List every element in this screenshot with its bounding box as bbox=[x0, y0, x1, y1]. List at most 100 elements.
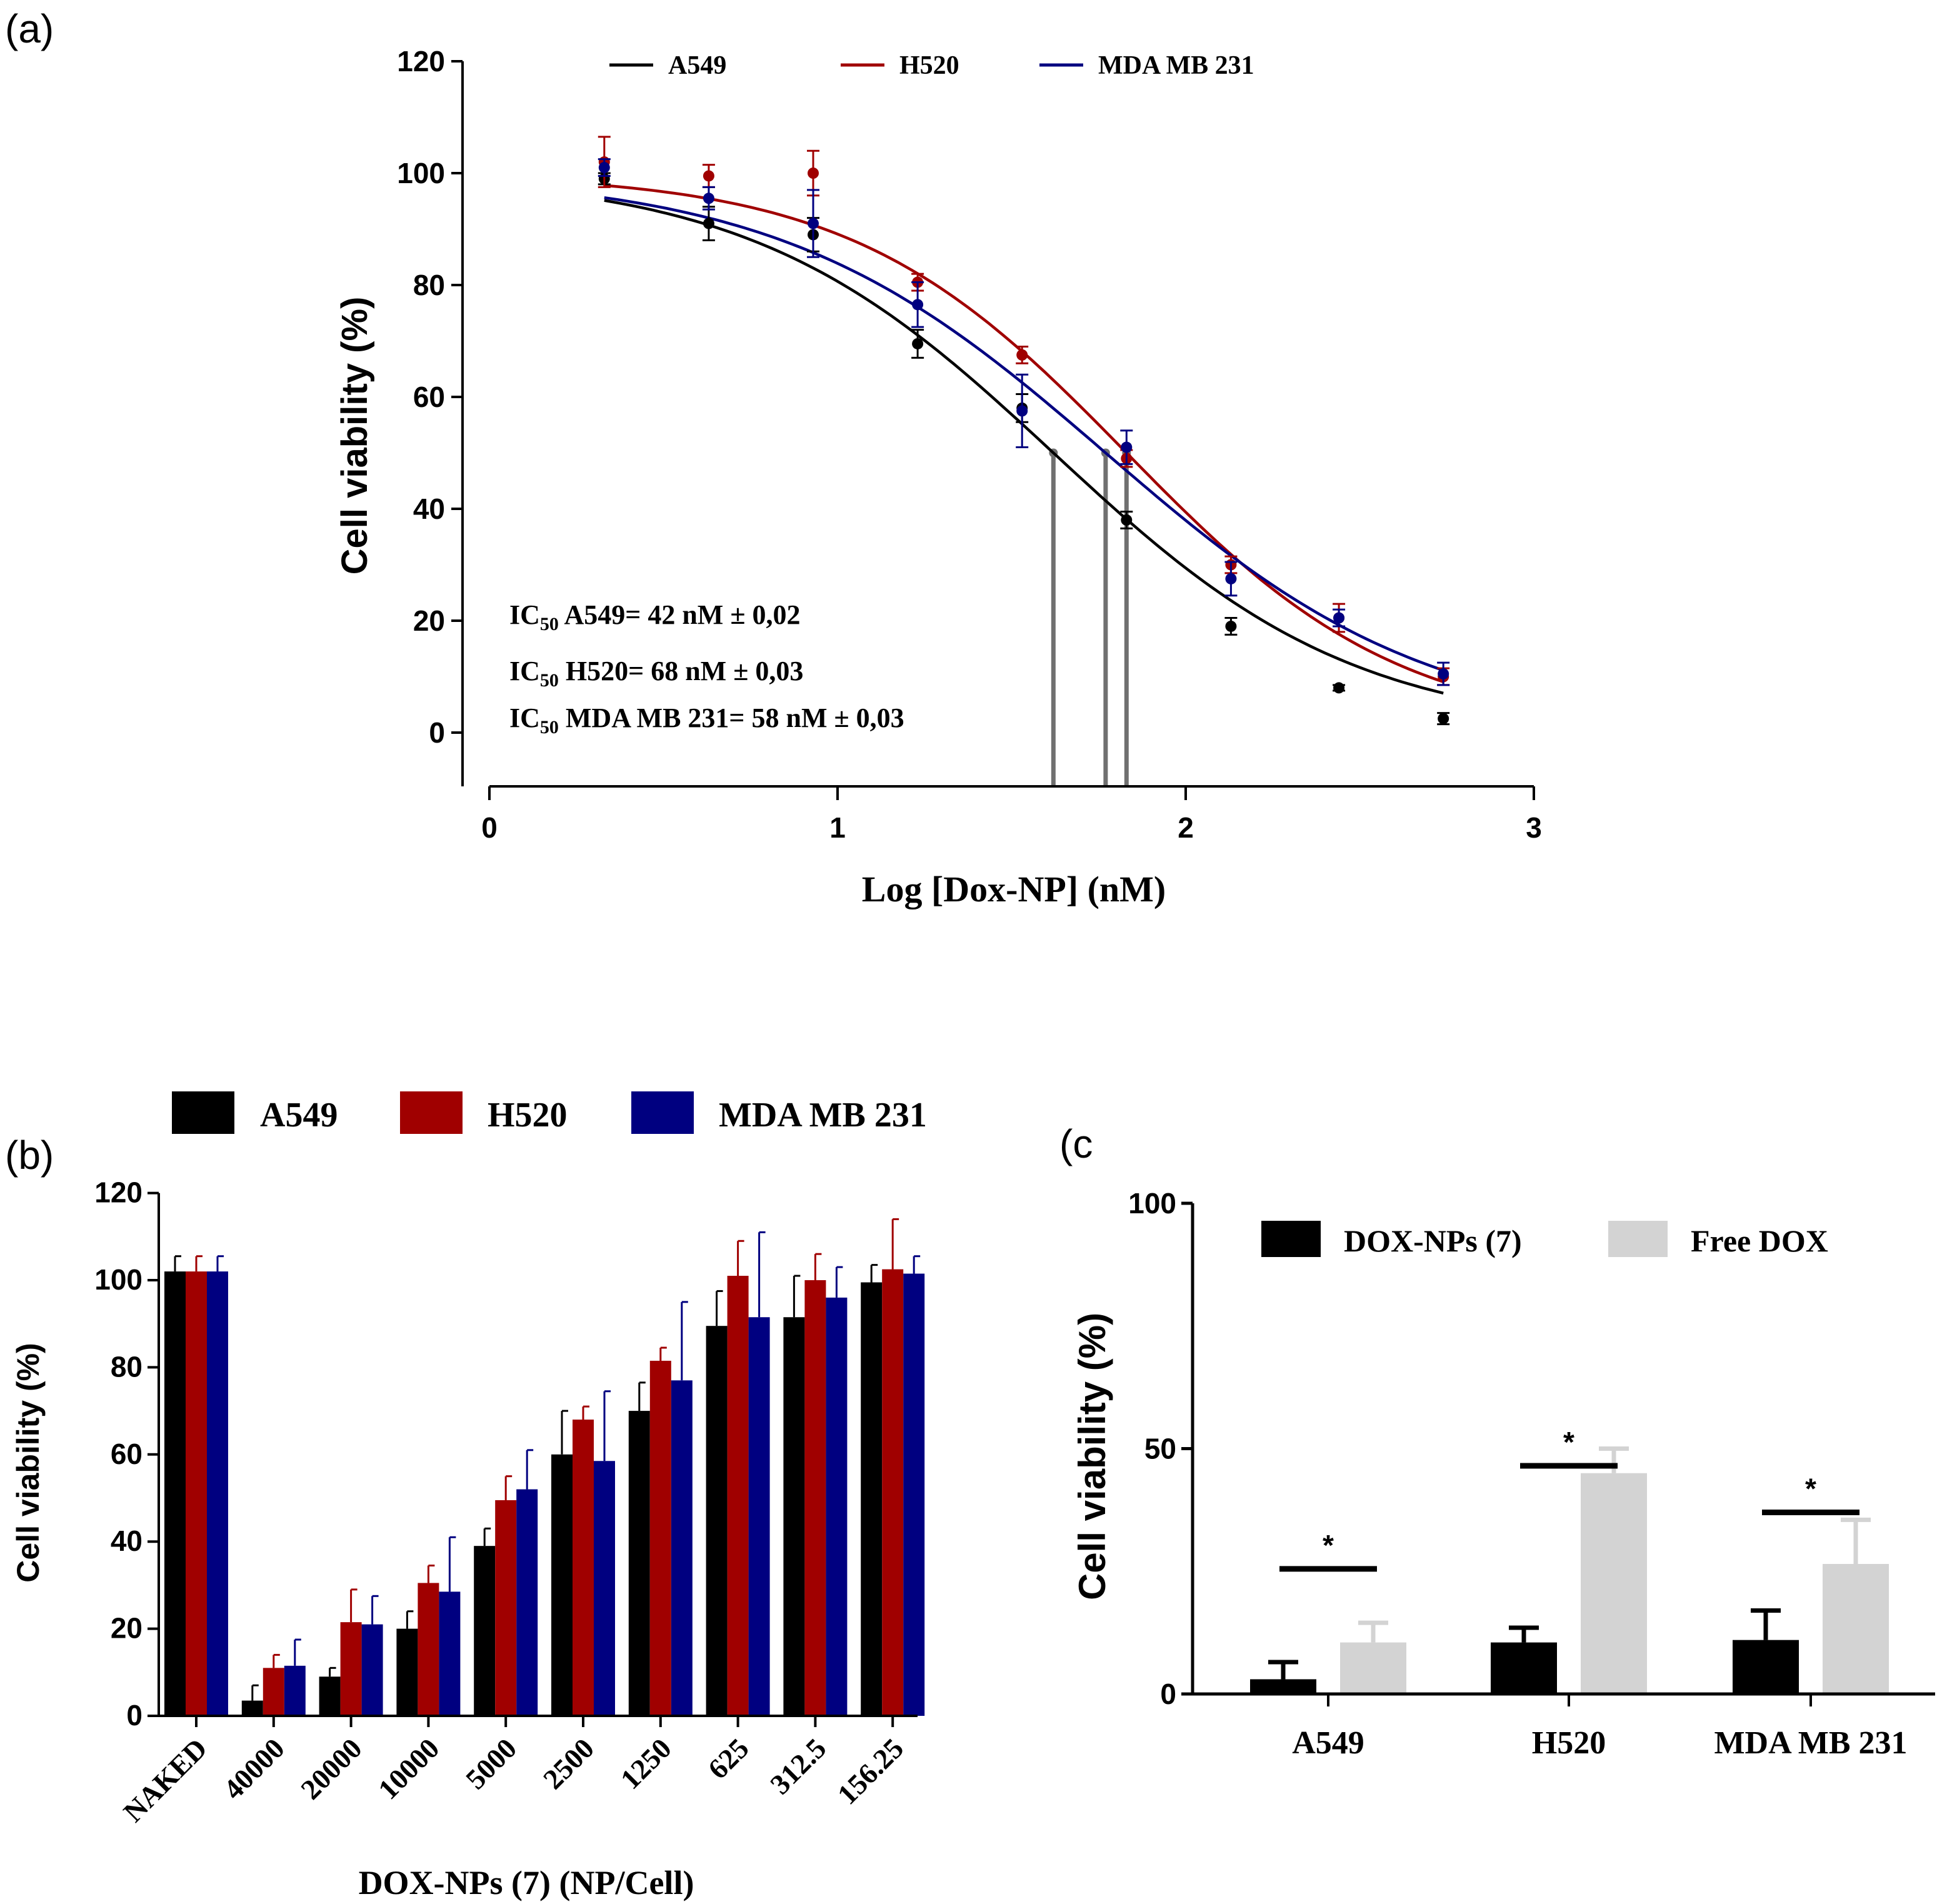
data-point-a549 bbox=[1225, 620, 1237, 632]
ic50-prefix: IC bbox=[509, 656, 540, 686]
legend-swatch-h520 bbox=[400, 1091, 463, 1134]
bar-h520 bbox=[186, 1271, 207, 1716]
data-point-mda-mb-231 bbox=[1225, 573, 1237, 584]
x-tick-label: MDA MB 231 bbox=[1714, 1725, 1907, 1761]
y-tick-label: 100 bbox=[1128, 1187, 1176, 1220]
legend-swatch-mda bbox=[631, 1091, 694, 1134]
ic50-subscript: 50 bbox=[540, 717, 559, 738]
y-tick-label: 20 bbox=[111, 1612, 143, 1645]
panel-a-dose-response-chart: 0 20 40 60 80 100 120 0 1 2 3 Log [Dox-NP] (nM) C… bbox=[334, 45, 1542, 909]
y-tick-label: 120 bbox=[397, 45, 445, 78]
y-tick-label: 60 bbox=[413, 381, 445, 413]
x-tick-label: 2500 bbox=[537, 1732, 600, 1795]
panel-c-marks: * * * bbox=[1250, 1426, 1889, 1694]
x-tick-label: 1 bbox=[829, 811, 846, 844]
bar-a549 bbox=[164, 1271, 186, 1716]
x-tick-label: NAKED bbox=[118, 1732, 214, 1828]
bar-mda-mb-231 bbox=[207, 1271, 228, 1716]
y-tick-label: 20 bbox=[413, 604, 445, 637]
bar-free-dox bbox=[1581, 1473, 1647, 1694]
legend-swatch-free-dox bbox=[1608, 1221, 1668, 1257]
bar-mda-mb-231 bbox=[748, 1317, 770, 1716]
ic50-annotation-mda: IC50 MDA MB 231= 58 nM ± 0,03 bbox=[509, 703, 904, 738]
bar-h520 bbox=[727, 1276, 749, 1716]
x-tick-label: 3 bbox=[1526, 811, 1542, 844]
legend-label-h520: H520 bbox=[899, 51, 959, 80]
data-point-mda-mb-231 bbox=[1333, 612, 1345, 624]
fit-curve-a549 bbox=[604, 199, 1444, 695]
ic50-text-a549: A549= 42 nM ± 0,02 bbox=[559, 599, 801, 630]
bar-mda-mb-231 bbox=[361, 1624, 383, 1716]
legend-label-h520: H520 bbox=[488, 1096, 568, 1135]
bar-mda-mb-231 bbox=[516, 1489, 538, 1716]
y-tick-label: 120 bbox=[94, 1176, 143, 1209]
x-tick-label: A549 bbox=[1292, 1725, 1364, 1761]
y-tick-label: 80 bbox=[413, 269, 445, 301]
panel-a-ic50-annotations: IC50 A549= 42 nM ± 0,02 IC50 H520= 68 nM… bbox=[509, 599, 904, 738]
panel-label-b: (b) bbox=[5, 1133, 54, 1178]
ic50-annotation-h520: IC50 H520= 68 nM ± 0,03 bbox=[509, 656, 803, 691]
ic50-prefix: IC bbox=[509, 599, 540, 630]
panel-c-x-ticks: A549 H520 MDA MB 231 bbox=[1292, 1725, 1907, 1761]
data-point-h520 bbox=[703, 170, 714, 182]
bar-a549 bbox=[628, 1411, 650, 1716]
legend-label-mda: MDA MB 231 bbox=[1098, 51, 1254, 80]
bar-h520 bbox=[882, 1269, 904, 1716]
bar-mda-mb-231 bbox=[284, 1665, 306, 1716]
bar-dox-nps-7- bbox=[1733, 1640, 1799, 1694]
legend-swatch-dox-nps bbox=[1261, 1221, 1321, 1257]
legend-label-free-dox: Free DOX bbox=[1691, 1223, 1828, 1258]
bar-h520 bbox=[263, 1668, 284, 1716]
bar-h520 bbox=[495, 1500, 517, 1716]
data-point-mda-mb-231 bbox=[1121, 441, 1133, 453]
data-point-mda-mb-231 bbox=[1016, 405, 1028, 417]
legend-label-a549: A549 bbox=[668, 51, 726, 80]
bar-h520 bbox=[804, 1280, 826, 1716]
ic50-subscript: 50 bbox=[540, 614, 559, 634]
x-tick-label: 1250 bbox=[614, 1732, 678, 1795]
y-tick-label: 50 bbox=[1144, 1433, 1176, 1465]
bar-mda-mb-231 bbox=[439, 1591, 461, 1716]
data-point-h520 bbox=[1016, 349, 1028, 361]
panel-label-c: (c bbox=[1059, 1121, 1093, 1166]
y-tick-label: 0 bbox=[1160, 1678, 1176, 1710]
data-point-a549 bbox=[1333, 682, 1345, 694]
panel-a-x-ticks: 0 1 2 3 bbox=[481, 811, 1542, 844]
bar-h520 bbox=[340, 1622, 362, 1716]
panel-a-y-axis-label: Cell viability (%) bbox=[334, 297, 375, 575]
x-tick-label: 5000 bbox=[459, 1732, 523, 1795]
panel-b-x-axis-label: DOX-NPs (7) (NP/Cell) bbox=[359, 1864, 694, 1901]
data-point-mda-mb-231 bbox=[598, 162, 610, 174]
panel-a-marks bbox=[598, 136, 1450, 786]
data-point-h520 bbox=[808, 168, 819, 179]
data-point-a549 bbox=[912, 338, 924, 349]
ic50-subscript: 50 bbox=[540, 670, 559, 691]
bar-h520 bbox=[573, 1420, 594, 1716]
x-tick-label: 40000 bbox=[217, 1732, 290, 1805]
bar-dox-nps-7- bbox=[1250, 1679, 1316, 1694]
x-tick-label: 10000 bbox=[372, 1732, 445, 1805]
legend-label-mda: MDA MB 231 bbox=[719, 1096, 927, 1135]
y-tick-label: 100 bbox=[94, 1263, 143, 1296]
panel-b-y-axis-label: Cell viability (%) bbox=[11, 1343, 46, 1582]
panel-a-x-axis-label: Log [Dox-NP] (nM) bbox=[862, 869, 1166, 909]
x-tick-label: 2 bbox=[1178, 811, 1194, 844]
panel-a-y-ticks: 0 20 40 60 80 100 120 bbox=[397, 45, 445, 749]
legend-label-dox-nps: DOX-NPs (7) bbox=[1344, 1223, 1522, 1258]
data-point-mda-mb-231 bbox=[912, 299, 924, 311]
bar-mda-mb-231 bbox=[903, 1273, 925, 1716]
y-tick-label: 60 bbox=[111, 1438, 143, 1470]
data-point-a549 bbox=[1438, 713, 1449, 724]
x-tick-label: 625 bbox=[702, 1732, 755, 1785]
panel-b-axes bbox=[148, 1191, 918, 1727]
panel-c-bar-chart: * * * 0 50 100 A549 H520 MDA MB 231 Cell viabi… bbox=[1071, 1187, 1935, 1761]
bar-a549 bbox=[861, 1282, 883, 1716]
data-point-a549 bbox=[1121, 514, 1133, 526]
panel-label-a: (a) bbox=[5, 6, 54, 51]
x-tick-label: H520 bbox=[1532, 1725, 1606, 1761]
panel-b-x-ticks: NAKED 40000 20000 10000 5000 2500 1250 625 312.5… bbox=[118, 1732, 910, 1828]
bar-free-dox bbox=[1340, 1642, 1406, 1694]
bar-a549 bbox=[783, 1317, 805, 1716]
bar-h520 bbox=[418, 1583, 439, 1716]
data-point-mda-mb-231 bbox=[703, 193, 714, 204]
